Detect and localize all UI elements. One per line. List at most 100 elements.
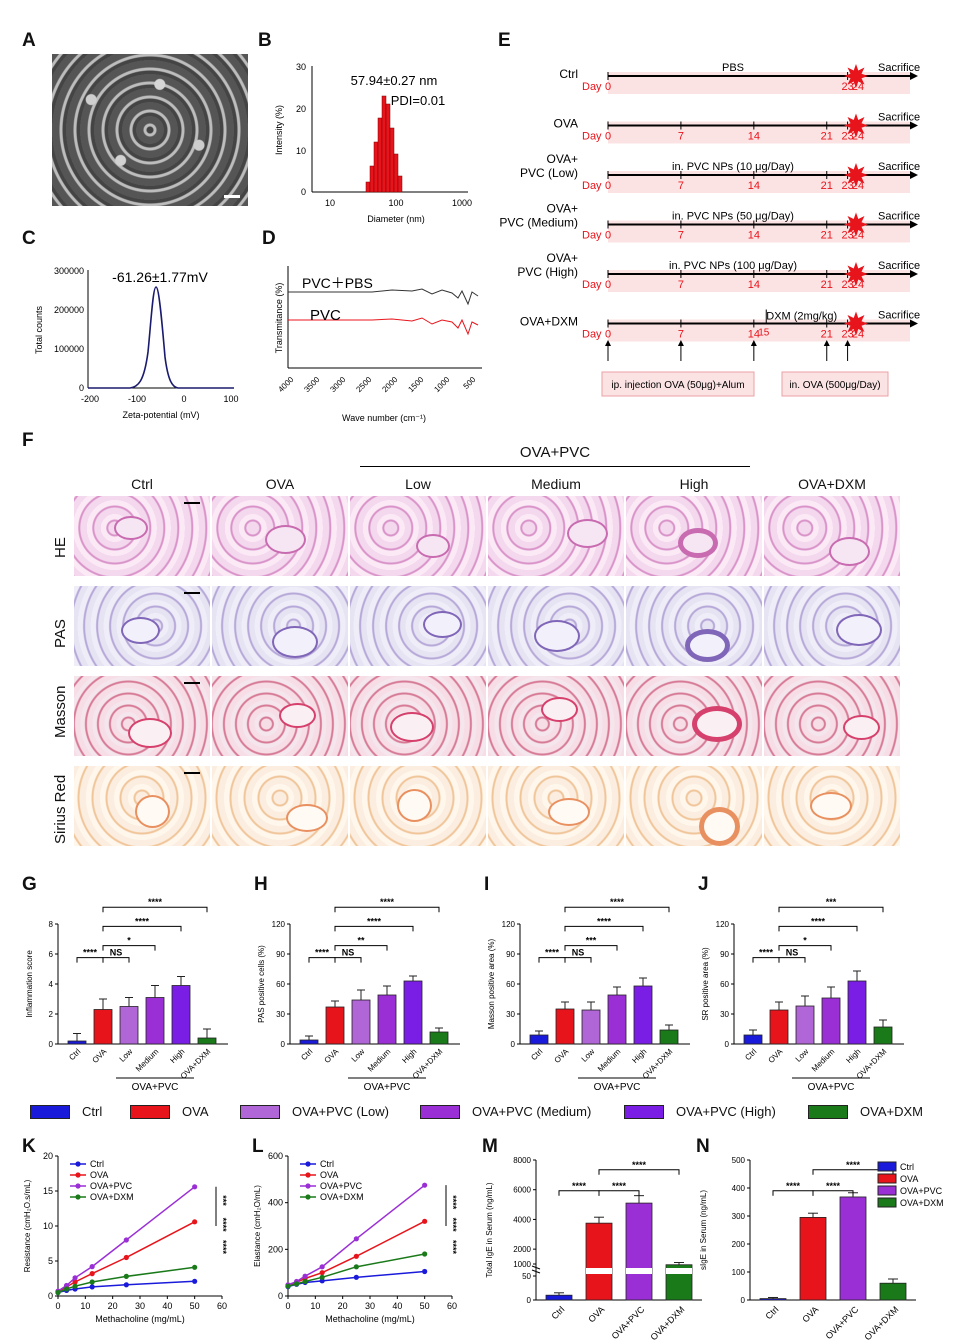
data-point (89, 1264, 95, 1270)
day-number: 7 (678, 329, 684, 341)
y-tick-label: 0 (725, 1040, 730, 1049)
bar (299, 1039, 319, 1045)
scale-bar (184, 502, 200, 504)
legend-marker (305, 1161, 311, 1167)
y-tick-label: 6 (49, 950, 54, 959)
d-xtick: 2500 (354, 375, 373, 394)
ftir-plot: PVC＋PBS PVC 4000 3500 3000 2500 2000 150… (274, 266, 482, 423)
histology-image (764, 586, 900, 666)
significance-bracket (558, 1190, 600, 1196)
b-ylabel: Intensity (%) (274, 105, 284, 155)
legend-item: OVA+PVC (Medium) (420, 1104, 591, 1119)
data-point (319, 1264, 325, 1270)
y-tick-label: 15 (43, 1186, 53, 1196)
scale-bar (224, 195, 240, 198)
significance-bracket (772, 1190, 814, 1196)
significance-bracket (778, 906, 884, 913)
d-ylabel: Transmitance (%) (274, 283, 284, 354)
legend-label: Ctrl (90, 1159, 104, 1169)
x-tick-label: 20 (338, 1301, 348, 1311)
day-number: 21 (821, 329, 833, 341)
ftir-label-pvc-pbs: PVC＋PBS (302, 275, 373, 291)
significance-bracket (76, 957, 104, 963)
y-tick-label: 8 (49, 920, 54, 929)
significance-bracket (564, 957, 592, 963)
histology-image (74, 676, 210, 756)
timeline-row-label1: OVA+ (547, 251, 578, 265)
significance-label: * (127, 936, 131, 946)
data-point (353, 1253, 359, 1259)
histology-row-label: Sirius Red (52, 774, 69, 844)
c-ytick: 0 (79, 383, 84, 393)
c-xtick: -100 (128, 394, 146, 404)
significance-label: **** (826, 1181, 841, 1191)
ip-injection-label: ip. injection OVA (50μg)+Alum (611, 380, 744, 391)
timeline-row-label: PVC (Low) (520, 166, 578, 180)
d-xlabel: Wave number (cm⁻¹) (342, 413, 426, 423)
f-group-line (360, 466, 750, 467)
legend-swatch (877, 1197, 897, 1208)
significance-bracket (334, 945, 388, 951)
y-tick-label: 120 (716, 920, 730, 929)
zeta-value: -61.26±1.77mV (112, 269, 208, 285)
data-point (123, 1237, 129, 1243)
day-number: 0 (605, 131, 611, 143)
c-xlabel: Zeta-potential (mV) (122, 410, 199, 420)
y-tick-label: 20 (43, 1151, 53, 1161)
y-axis-label: Elastance (cmH₂O/mL) (253, 1185, 262, 1267)
x-tick-label: Ctrl (299, 1047, 314, 1062)
significance-label: **** (597, 916, 612, 926)
legend-swatch (130, 1104, 170, 1119)
bar (325, 1006, 345, 1045)
axis-break-gap (666, 1268, 692, 1274)
legend-marker (305, 1172, 311, 1178)
bar (555, 1008, 575, 1045)
significance-label: * (803, 936, 807, 946)
significance-label: **** (448, 1218, 458, 1233)
arrowhead-icon (910, 220, 918, 229)
d-xtick: 4000 (276, 375, 295, 394)
arrowhead-icon (844, 340, 851, 346)
y-tick-label: 90 (720, 950, 729, 959)
histology-image (488, 676, 624, 756)
significance-label: **** (83, 948, 98, 958)
airway-shape (685, 629, 730, 662)
axis-break-icon (531, 1265, 541, 1274)
data-point (63, 1286, 70, 1292)
sacrifice-label: Sacrifice (878, 310, 920, 322)
scale-bar (184, 772, 200, 774)
y-tick-label: 0 (278, 1291, 283, 1301)
airway-shape (286, 804, 328, 832)
b-xlabel: Diameter (nm) (367, 214, 425, 224)
significance-label: **** (572, 1181, 587, 1191)
legend-swatch (624, 1104, 664, 1119)
panel-label: G (22, 874, 37, 895)
y-tick-label: 30 (720, 1010, 729, 1019)
x-tick-label: 50 (420, 1301, 430, 1311)
bar (145, 997, 165, 1045)
bar (839, 1196, 867, 1301)
panel-label: M (482, 1136, 498, 1157)
legend-marker (75, 1161, 81, 1167)
histology-image (626, 586, 762, 666)
sacrifice-label: Sacrifice (878, 161, 920, 173)
x-tick-label: OVA (323, 1047, 341, 1065)
day-word: Day (582, 279, 602, 291)
data-point (422, 1268, 428, 1275)
data-point (123, 1254, 129, 1261)
histology-column-label: OVA (265, 476, 295, 492)
data-point (422, 1251, 428, 1257)
x-tick-label: Low (350, 1047, 367, 1064)
significance-bracket (102, 925, 182, 932)
histology-image (350, 496, 486, 576)
timeline-treatment: in. PVC NPs (10 μg/Day) (672, 161, 794, 173)
sacrifice-burst-icon (844, 163, 868, 187)
x-tick-label: OVA+DXM (649, 1304, 687, 1340)
data-point (72, 1275, 78, 1281)
timeline-row-label: OVA (554, 117, 578, 131)
bar (351, 999, 371, 1045)
bar (659, 1029, 679, 1045)
bar (581, 1009, 601, 1045)
y-tick-label: 60 (720, 980, 729, 989)
day-number: 23 (841, 180, 853, 192)
